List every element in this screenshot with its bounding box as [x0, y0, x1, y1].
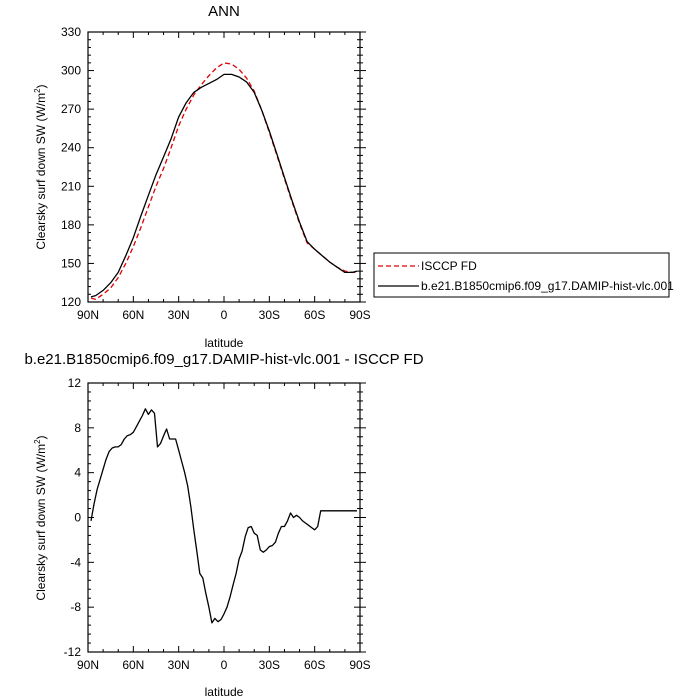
bottom-panel-y-axis-label-main: Clearsky surf down SW (W/m — [34, 444, 48, 601]
top-panel-x-tick-label: 90N — [77, 308, 99, 322]
bottom-panel-x-axis-label: latitude — [205, 685, 244, 699]
top-panel-x-tick-label: 30N — [168, 308, 190, 322]
bottom-panel-y-tick-label: 0 — [74, 511, 81, 525]
bottom-panel: b.e21.B1850cmip6.f09_g17.DAMIP-hist-vlc.… — [24, 351, 423, 699]
difference-series-line — [90, 408, 357, 624]
top-panel-x-tick-label: 30S — [259, 308, 280, 322]
top-panel-y-tick-label: 270 — [61, 102, 81, 116]
bottom-panel-x-tick-label: 60S — [304, 658, 325, 672]
top-panel-y-tick-label: 180 — [61, 218, 81, 232]
top-panel-y-tick-label: 300 — [61, 64, 81, 78]
top-panel-y-axis-label-end: ) — [34, 84, 48, 88]
bottom-panel-x-tick-label: 30S — [259, 658, 280, 672]
legend-box — [373, 252, 670, 298]
top-panel-x-tick-label: 0 — [221, 308, 228, 322]
top-panel-y-tick-label: 210 — [61, 179, 81, 193]
top-panel-x-tick-label: 90S — [349, 308, 370, 322]
top-panel-y-tick-label: 240 — [61, 141, 81, 155]
top-panel-x-axis-label: latitude — [205, 336, 244, 350]
legend-label-isccp: ISCCP FD — [421, 259, 477, 273]
top-panel-y-axis-label-sup: 2 — [33, 88, 42, 93]
bottom-panel-y-tick-label: 8 — [74, 421, 81, 435]
isccp-fd-series-line — [90, 62, 357, 301]
top-panel-y-axis-label-main: Clearsky surf down SW (W/m — [34, 93, 48, 250]
legend: ISCCP FD b.e21.B1850cmip6.f09_g17.DAMIP-… — [373, 252, 674, 298]
bottom-panel-x-tick-label: 30N — [168, 658, 190, 672]
bottom-panel-y-axis-label-sup: 2 — [33, 439, 42, 444]
top-panel-y-axis-label: Clearsky surf down SW (W/m2) — [33, 84, 48, 249]
top-panel-x-tick-label: 60S — [304, 308, 325, 322]
bottom-panel-y-tick-label: -4 — [70, 555, 81, 569]
top-panel-x-tick-label: 60N — [122, 308, 144, 322]
top-panel-plot-frame — [87, 31, 361, 303]
bottom-panel-y-tick-label: 4 — [74, 466, 81, 480]
top-panel-y-tick-label: 120 — [61, 295, 81, 309]
bottom-panel-y-tick-label: -8 — [70, 600, 81, 614]
top-panel: ANN latitude Clearsky surf down SW (W/m2… — [33, 3, 371, 350]
top-panel-title: ANN — [208, 3, 240, 20]
top-panel-y-tick-label: 150 — [61, 256, 81, 270]
bottom-panel-title: b.e21.B1850cmip6.f09_g17.DAMIP-hist-vlc.… — [24, 351, 423, 368]
bottom-panel-y-tick-label: -12 — [64, 645, 82, 659]
bottom-panel-x-tick-label: 0 — [221, 658, 228, 672]
bottom-panel-x-tick-label: 90S — [349, 658, 370, 672]
bottom-panel-y-axis-label-end: ) — [34, 435, 48, 439]
bottom-panel-y-tick-label: 12 — [68, 376, 82, 390]
top-panel-y-tick-label: 330 — [61, 25, 81, 39]
model-series-line — [90, 73, 358, 298]
bottom-panel-x-tick-label: 90N — [77, 658, 99, 672]
legend-label-model: b.e21.B1850cmip6.f09_g17.DAMIP-hist-vlc.… — [421, 279, 674, 293]
bottom-panel-y-axis-label: Clearsky surf down SW (W/m2) — [33, 435, 48, 600]
bottom-panel-x-tick-label: 60N — [122, 658, 144, 672]
